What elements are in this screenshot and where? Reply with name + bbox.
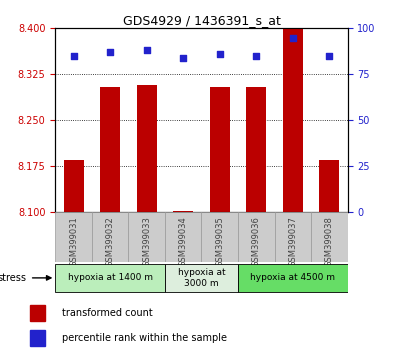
Bar — [238, 212, 275, 262]
Bar — [30, 305, 45, 321]
Bar — [275, 212, 311, 262]
Text: GSM399036: GSM399036 — [252, 216, 261, 267]
Point — [253, 53, 260, 59]
Text: transformed count: transformed count — [62, 308, 153, 318]
Bar — [210, 87, 230, 212]
Text: hypoxia at 4500 m: hypoxia at 4500 m — [250, 273, 335, 282]
Text: GSM399037: GSM399037 — [288, 216, 297, 267]
Point — [180, 55, 186, 61]
Bar — [55, 212, 92, 262]
Bar — [238, 263, 348, 292]
Text: GSM399038: GSM399038 — [325, 216, 334, 267]
Bar — [137, 85, 157, 212]
Bar — [64, 160, 84, 212]
Point — [326, 53, 333, 59]
Point — [143, 47, 150, 53]
Text: GSM399031: GSM399031 — [69, 216, 78, 267]
Bar — [319, 160, 339, 212]
Bar — [100, 87, 120, 212]
Text: percentile rank within the sample: percentile rank within the sample — [62, 332, 228, 343]
Text: GSM399035: GSM399035 — [215, 216, 224, 267]
Text: GSM399034: GSM399034 — [179, 216, 188, 267]
Text: stress: stress — [0, 273, 26, 283]
Bar — [92, 212, 128, 262]
Text: GSM399032: GSM399032 — [105, 216, 115, 267]
Title: GDS4929 / 1436391_s_at: GDS4929 / 1436391_s_at — [122, 14, 280, 27]
Point — [216, 51, 223, 57]
Bar — [128, 212, 165, 262]
Point — [107, 50, 113, 55]
Point — [290, 35, 296, 40]
Bar — [283, 28, 303, 212]
Bar — [30, 330, 45, 346]
Bar — [165, 263, 238, 292]
Bar — [55, 263, 165, 292]
Bar — [173, 211, 193, 212]
Bar — [246, 87, 266, 212]
Text: GSM399033: GSM399033 — [142, 216, 151, 267]
Bar — [201, 212, 238, 262]
Text: hypoxia at
3000 m: hypoxia at 3000 m — [178, 268, 225, 287]
Point — [70, 53, 77, 59]
Text: hypoxia at 1400 m: hypoxia at 1400 m — [68, 273, 152, 282]
Bar — [165, 212, 201, 262]
Bar — [311, 212, 348, 262]
